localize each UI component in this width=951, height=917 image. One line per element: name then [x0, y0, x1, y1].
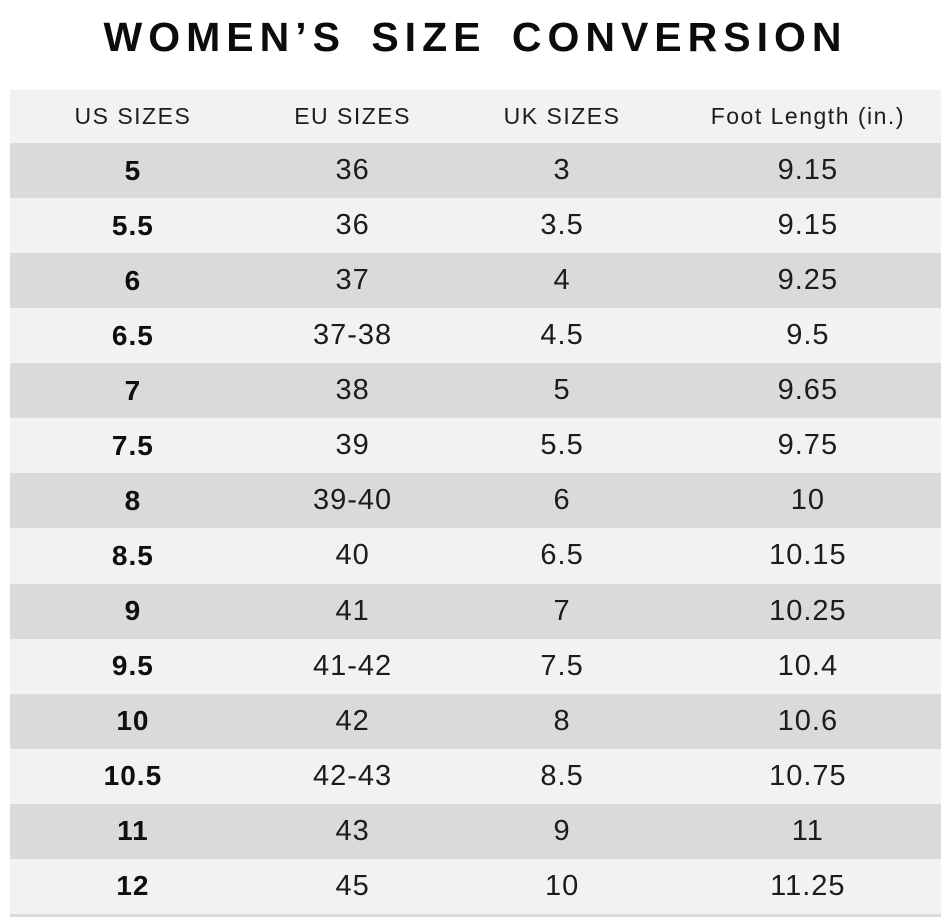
column-header: UK SIZES — [503, 103, 621, 129]
table-cell: 5 — [553, 374, 571, 407]
table-cell: 9.15 — [777, 209, 839, 242]
table-row: 9 41 7 10.25 — [10, 583, 941, 639]
table-row: 9.5 41-42 7.5 10.4 — [10, 638, 941, 694]
table-row: 10 42 8 10.6 — [10, 693, 941, 749]
table-row: 5.5 36 3.5 9.15 — [10, 198, 941, 254]
table-cell: 10 — [544, 869, 580, 902]
table-cell: 9.25 — [777, 264, 839, 297]
table-cell: 5.5 — [111, 209, 154, 241]
table-cell: 11 — [117, 815, 149, 847]
table-row: 5 36 3 9.15 — [10, 143, 941, 199]
table-row: 6.5 37-38 4.5 9.5 — [10, 308, 941, 364]
table-cell: 43 — [335, 814, 370, 847]
table-cell: 36 — [335, 209, 370, 242]
table-cell: 42-43 — [313, 759, 393, 792]
table-cell: 11.25 — [770, 869, 846, 902]
table-cell: 3 — [553, 154, 571, 187]
table-cell: 12 — [116, 870, 150, 902]
column-header: EU SIZES — [294, 103, 411, 129]
table-cell: 6 — [124, 264, 142, 296]
table-cell: 6 — [553, 484, 571, 517]
table-cell: 7 — [124, 374, 142, 406]
table-row: 8 39-40 6 10 — [10, 473, 941, 529]
table-cell: 9 — [124, 595, 142, 627]
table-cell: 11 — [791, 814, 824, 847]
size-conversion-table: US SIZES EU SIZES UK SIZES Foot Length (in.… — [10, 90, 941, 914]
table-cell: 38 — [335, 374, 370, 407]
table-row: 11 43 9 11 — [10, 803, 941, 859]
table-row: 8.5 40 6.5 10.15 — [10, 528, 941, 584]
table-cell: 9.15 — [777, 154, 839, 187]
table-cell: 10.6 — [777, 704, 839, 737]
table-cell: 41-42 — [313, 649, 393, 682]
table-cell: 7.5 — [540, 649, 584, 682]
table-cell: 5.5 — [540, 429, 584, 462]
table-cell: 37 — [335, 264, 370, 297]
table-row: 6 37 4 9.25 — [10, 253, 941, 309]
table-cell: 9.5 — [786, 319, 830, 352]
table-cell: 8 — [553, 704, 571, 737]
table-cell: 8.5 — [111, 539, 154, 571]
table-cell: 10 — [790, 484, 825, 517]
table-cell: 9 — [553, 814, 571, 847]
table-cell: 10.15 — [769, 539, 847, 572]
table-cell: 10 — [116, 705, 150, 737]
table-cell: 4 — [553, 264, 571, 297]
table-cell: 10.4 — [777, 649, 839, 682]
table-cell: 9.75 — [777, 429, 839, 462]
table-row: 7 38 5 9.65 — [10, 363, 941, 419]
table-cell: 7.5 — [111, 429, 154, 461]
table-cell: 45 — [335, 869, 370, 902]
table-cell: 8 — [124, 484, 142, 516]
table-row: 10.5 42-43 8.5 10.75 — [10, 748, 941, 804]
table-cell: 10.5 — [103, 760, 163, 792]
table-cell: 4.5 — [540, 319, 584, 352]
table-cell: 3.5 — [540, 209, 584, 242]
table-cell: 6.5 — [540, 539, 584, 572]
table-row: 7.5 39 5.5 9.75 — [10, 418, 941, 474]
table-cell: 9.5 — [111, 650, 154, 682]
table-cell: 39-40 — [313, 484, 393, 517]
table-cell: 7 — [553, 594, 571, 627]
table-cell: 10.25 — [769, 594, 847, 627]
table-cell: 10.75 — [769, 759, 847, 792]
page-title: WOMEN’S SIZE CONVERSION — [103, 14, 848, 60]
table-cell: 41 — [335, 594, 370, 627]
table-cell: 6.5 — [111, 319, 154, 351]
header-row: US SIZES EU SIZES UK SIZES Foot Length (in.… — [10, 90, 941, 143]
table-cell: 42 — [335, 704, 370, 737]
column-header: Foot Length (in.) — [710, 103, 905, 129]
table-cell: 40 — [335, 539, 370, 572]
table-cell: 5 — [124, 154, 142, 186]
table-row: 12 45 10 11.25 — [10, 858, 941, 914]
table-cell: 8.5 — [540, 759, 584, 792]
column-header: US SIZES — [74, 103, 192, 129]
table-bottom-edge — [10, 914, 941, 917]
table-cell: 37-38 — [313, 319, 393, 352]
table-body: 5 36 3 9.15 5.5 36 3.5 9.15 6 37 4 9.25 6.5 37-38 4.5 9… — [10, 143, 941, 914]
table-cell: 9.65 — [777, 374, 839, 407]
table-cell: 36 — [335, 154, 370, 187]
table-cell: 39 — [335, 429, 370, 462]
